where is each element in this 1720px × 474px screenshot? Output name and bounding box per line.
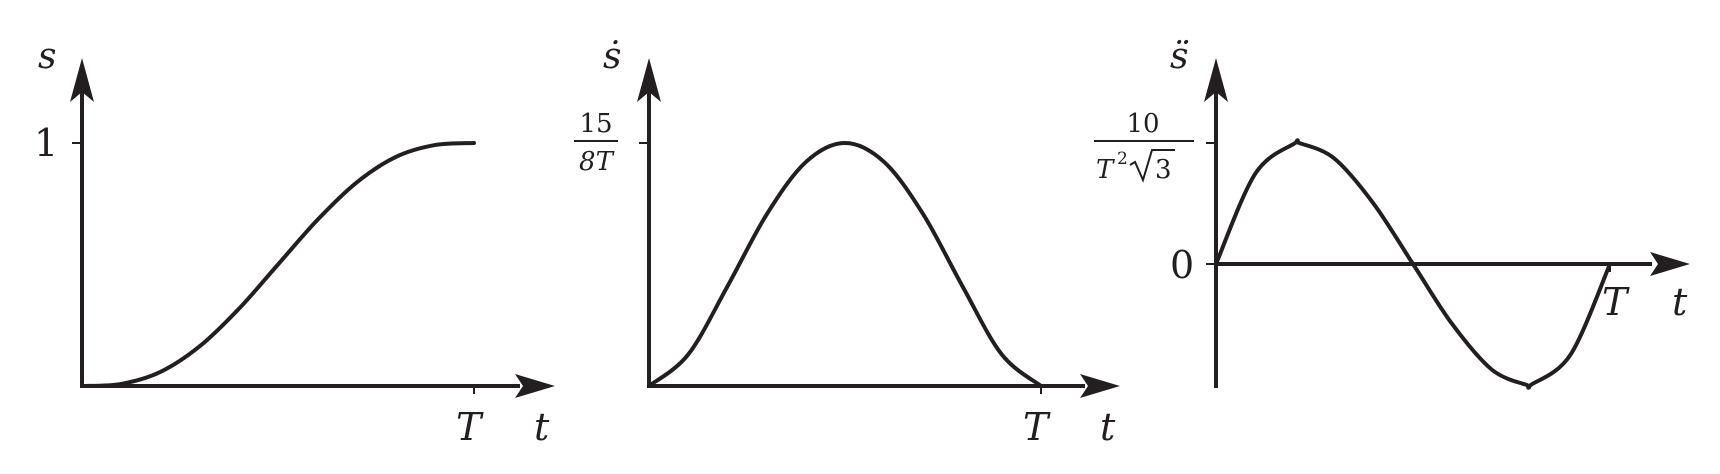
chart-velocity: ṡ 15 8T T t xyxy=(574,36,1120,449)
y-tick-denominator: T 2 3 xyxy=(1096,149,1175,185)
x-axis-arrowhead xyxy=(1650,252,1690,276)
y-axis-arrowhead xyxy=(1204,58,1228,102)
x-tick-label: T xyxy=(1023,405,1051,449)
series-line xyxy=(647,140,1043,388)
chart-acceleration: s̈ 10 T 2 3 0 T t xyxy=(1094,36,1690,390)
y-tick-numerator: 10 xyxy=(1126,109,1159,139)
y-axis-label: s̈ xyxy=(1170,36,1189,77)
y-tick-label: 1 xyxy=(34,121,58,165)
x-axis-arrowhead xyxy=(515,374,555,398)
chart-position: s 1 T t xyxy=(34,36,555,449)
y-tick-denominator-exponent: 2 xyxy=(1117,149,1128,169)
y-axis-label: s xyxy=(38,36,56,77)
x-tick-label: T xyxy=(1602,280,1630,324)
y-axis-arrowhead xyxy=(70,58,94,102)
x-axis-label: t xyxy=(534,405,550,449)
y-axis-arrowhead xyxy=(637,58,661,102)
x-axis-arrowhead xyxy=(1080,374,1120,398)
y-tick-denominator-T: T xyxy=(1096,155,1115,185)
x-axis-label: t xyxy=(1672,280,1688,324)
y-tick-denominator-radicand: 3 xyxy=(1155,155,1172,185)
sqrt-radical-sign xyxy=(1129,149,1175,183)
x-axis-label: t xyxy=(1100,405,1116,449)
series-line xyxy=(1214,138,1612,390)
y-tick-label-zero: 0 xyxy=(1170,243,1194,287)
x-tick-label: T xyxy=(456,405,484,449)
series-line xyxy=(80,141,476,388)
y-tick-numerator: 15 xyxy=(579,109,612,139)
y-axis-label: ṡ xyxy=(603,36,621,77)
y-tick-denominator: 8T xyxy=(579,147,615,177)
